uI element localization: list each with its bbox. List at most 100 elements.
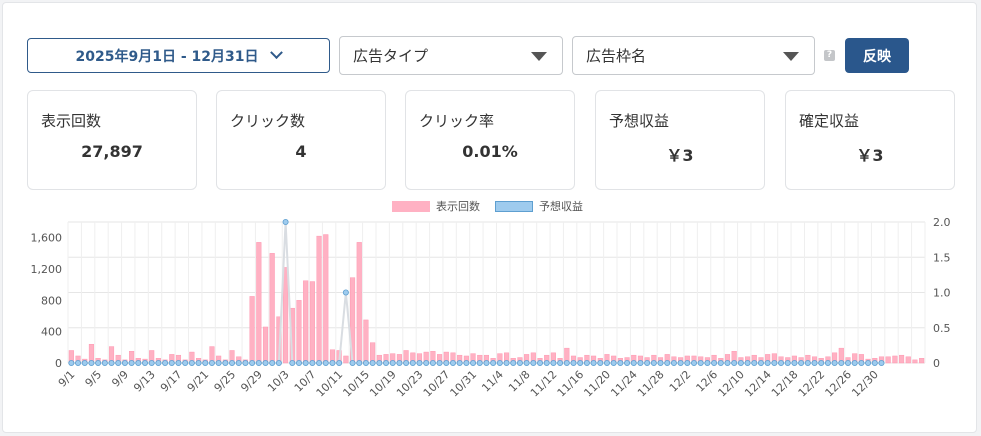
revenue-point — [202, 359, 209, 366]
revenue-point — [229, 359, 236, 366]
x-tick-label: 11/4 — [479, 368, 506, 395]
revenue-point — [162, 359, 169, 366]
revenue-point — [322, 359, 329, 366]
metric-label: 予想収益 — [609, 112, 670, 130]
dropdown-arrow-icon — [531, 52, 547, 61]
metric-card-clicks: クリック数 4 — [216, 90, 386, 190]
x-tick-label: 11/28 — [635, 368, 667, 400]
metric-value: 27,897 — [81, 142, 143, 161]
revenue-point — [831, 359, 838, 366]
revenue-point — [141, 359, 148, 366]
ad-type-select[interactable]: 広告タイプ — [339, 36, 563, 75]
revenue-point — [697, 359, 704, 366]
bar — [905, 356, 911, 364]
revenue-point — [523, 359, 530, 366]
bar — [370, 342, 376, 364]
revenue-point — [677, 359, 684, 366]
revenue-point — [570, 359, 577, 366]
y-left-tick-label: 0 — [55, 357, 62, 370]
revenue-point — [429, 359, 436, 366]
x-tick-label: 10/3 — [265, 368, 292, 395]
bar — [262, 326, 269, 364]
revenue-point — [349, 359, 356, 366]
revenue-point — [791, 359, 798, 366]
metric-card-estimated-revenue: 予想収益 ￥3 — [595, 90, 765, 190]
revenue-point — [302, 359, 309, 366]
metric-label: クリック数 — [230, 112, 306, 130]
revenue-point — [744, 359, 751, 366]
x-tick-label: 9/25 — [211, 368, 238, 395]
x-tick-label: 10/19 — [367, 368, 399, 400]
x-tick-label: 12/10 — [715, 368, 747, 400]
bar — [309, 281, 315, 364]
revenue-point — [664, 359, 671, 366]
bar — [256, 242, 262, 364]
revenue-point — [657, 359, 664, 366]
revenue-point — [804, 359, 811, 366]
metric-card-ctr: クリック率 0.01% — [405, 90, 575, 190]
revenue-point — [222, 359, 229, 366]
metric-label: 表示回数 — [41, 112, 102, 130]
revenue-point — [262, 359, 269, 366]
x-tick-label: 10/27 — [421, 368, 453, 400]
revenue-point — [704, 359, 711, 366]
revenue-point — [295, 359, 302, 366]
revenue-point — [650, 359, 657, 366]
revenue-point — [603, 359, 610, 366]
x-tick-label: 9/5 — [83, 368, 105, 390]
ad-slot-placeholder: 広告枠名 — [586, 47, 647, 65]
revenue-point — [543, 359, 550, 366]
x-tick-label: 11/12 — [528, 368, 560, 400]
revenue-point — [336, 359, 343, 366]
revenue-point — [242, 359, 249, 366]
y-right-tick-label: 0.5 — [933, 322, 951, 335]
revenue-point — [510, 359, 517, 366]
revenue-point — [396, 359, 403, 366]
legend-label: 表示回数 — [436, 200, 480, 213]
revenue-point — [101, 359, 108, 366]
ad-slot-select[interactable]: 広告枠名 — [572, 36, 815, 75]
help-icon[interactable]: ? — [824, 50, 835, 61]
apply-button[interactable]: 反映 — [845, 38, 909, 73]
revenue-point — [362, 359, 369, 366]
revenue-point — [208, 359, 215, 366]
bar — [899, 354, 905, 364]
date-range-picker[interactable]: 2025年9月1日 - 12月31日 — [27, 38, 330, 73]
x-tick-label: 11/24 — [608, 368, 640, 400]
revenue-point — [597, 359, 604, 366]
revenue-point — [121, 359, 128, 366]
legend-item-impressions[interactable]: 表示回数 — [392, 198, 480, 214]
x-tick-label: 9/1 — [56, 368, 78, 390]
revenue-point — [115, 359, 122, 366]
legend-item-revenue[interactable]: 予想収益 — [495, 198, 583, 214]
x-tick-label: 9/17 — [158, 368, 185, 395]
revenue-point — [416, 359, 423, 366]
revenue-point — [824, 359, 831, 366]
metric-label: 確定収益 — [799, 112, 860, 130]
revenue-point — [68, 359, 75, 366]
revenue-point — [771, 359, 778, 366]
metric-value: 4 — [295, 142, 307, 161]
revenue-point — [516, 359, 523, 366]
y-left-tick-label: 1,200 — [31, 263, 63, 276]
revenue-point — [148, 359, 155, 366]
revenue-point — [182, 359, 189, 366]
revenue-point — [409, 359, 416, 366]
revenue-point — [711, 359, 718, 366]
ad-type-placeholder: 広告タイプ — [353, 47, 429, 65]
revenue-point — [778, 359, 785, 366]
x-tick-label: 9/21 — [185, 368, 212, 395]
bar — [303, 280, 309, 364]
metric-value: ￥3 — [666, 146, 694, 165]
revenue-point — [496, 359, 503, 366]
revenue-point — [784, 359, 791, 366]
revenue-point — [195, 359, 202, 366]
x-tick-label: 12/26 — [823, 368, 855, 400]
x-tick-label: 11/20 — [581, 368, 613, 400]
revenue-point — [530, 359, 537, 366]
y-right-tick-label: 2.0 — [933, 216, 951, 229]
revenue-point — [423, 359, 430, 366]
revenue-point — [249, 359, 256, 366]
revenue-point — [128, 359, 135, 366]
